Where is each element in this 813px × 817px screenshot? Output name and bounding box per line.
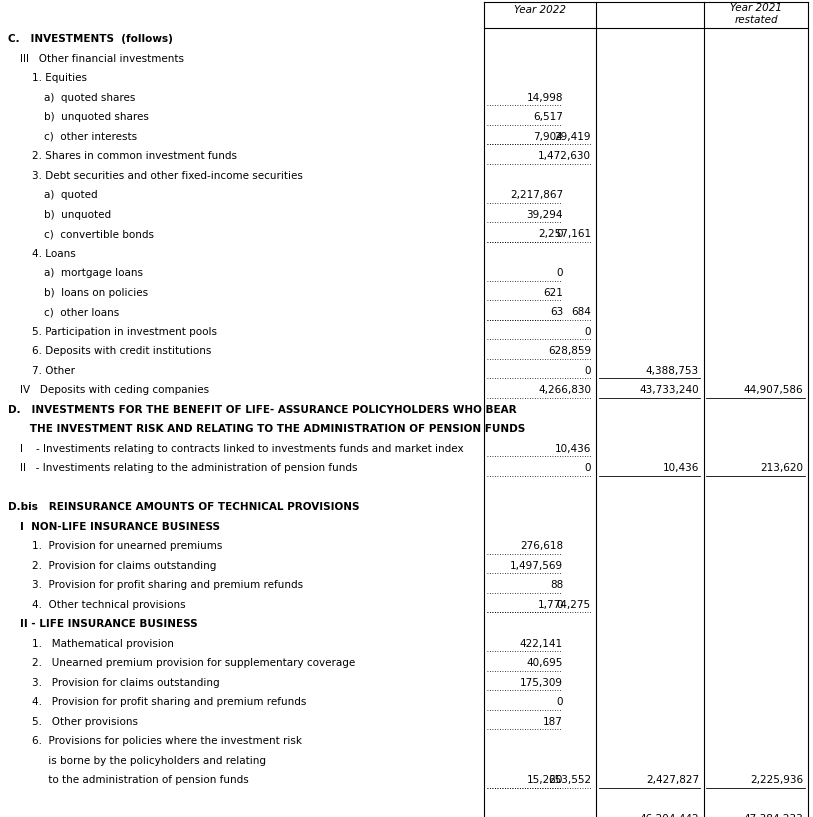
Text: 175,309: 175,309 [520,677,563,688]
Text: 1,497,569: 1,497,569 [510,560,563,570]
Text: II - LIFE INSURANCE BUSINESS: II - LIFE INSURANCE BUSINESS [20,619,198,629]
Text: 0: 0 [557,600,563,609]
Text: Year 2021
restated: Year 2021 restated [730,3,782,25]
Text: 0: 0 [585,365,591,376]
Text: D.bis   REINSURANCE AMOUNTS OF TECHNICAL PROVISIONS: D.bis REINSURANCE AMOUNTS OF TECHNICAL P… [8,502,359,512]
Text: 1.   Mathematical provision: 1. Mathematical provision [32,639,174,649]
Text: 5.   Other provisions: 5. Other provisions [32,717,138,726]
Text: c)  other loans: c) other loans [44,307,120,317]
Text: 4,266,830: 4,266,830 [538,385,591,395]
Text: 7. Other: 7. Other [32,365,75,376]
Text: I  NON-LIFE INSURANCE BUSINESS: I NON-LIFE INSURANCE BUSINESS [20,521,220,532]
Text: 46,204,442: 46,204,442 [639,814,699,817]
Text: 4. Loans: 4. Loans [32,248,76,258]
Text: 628,859: 628,859 [548,346,591,356]
Text: 1,472,630: 1,472,630 [538,151,591,161]
Text: 4.   Provision for profit sharing and premium refunds: 4. Provision for profit sharing and prem… [32,697,307,707]
Text: C.   INVESTMENTS  (follows): C. INVESTMENTS (follows) [8,34,173,44]
Text: 213,620: 213,620 [760,463,803,473]
Text: 2,257,161: 2,257,161 [538,229,591,239]
Text: 422,141: 422,141 [520,639,563,649]
Text: 6,517: 6,517 [533,112,563,122]
Text: D.   INVESTMENTS FOR THE BENEFIT OF LIFE- ASSURANCE POLICYHOLDERS WHO BEAR: D. INVESTMENTS FOR THE BENEFIT OF LIFE- … [8,404,516,414]
Text: 14,998: 14,998 [527,92,563,103]
Text: 2,225,936: 2,225,936 [750,775,803,785]
Text: 4,388,753: 4,388,753 [646,365,699,376]
Text: 40,695: 40,695 [527,658,563,668]
Text: 684: 684 [571,307,591,317]
Text: 2.   Unearned premium provision for supplementary coverage: 2. Unearned premium provision for supple… [32,658,355,668]
Text: 0: 0 [585,463,591,473]
Text: 2,217,867: 2,217,867 [510,190,563,200]
Text: b)  loans on policies: b) loans on policies [44,288,148,297]
Text: 0: 0 [585,327,591,337]
Text: 6. Deposits with credit institutions: 6. Deposits with credit institutions [32,346,211,356]
Text: a)  mortgage loans: a) mortgage loans [44,268,143,278]
Text: III   Other financial investments: III Other financial investments [20,54,184,64]
Text: Year 2022: Year 2022 [514,5,566,15]
Text: 6.  Provisions for policies where the investment risk: 6. Provisions for policies where the inv… [32,736,302,746]
Text: 3.   Provision for claims outstanding: 3. Provision for claims outstanding [32,677,220,688]
Text: 276,618: 276,618 [520,541,563,551]
Text: 10,436: 10,436 [554,444,591,453]
Text: 43,733,240: 43,733,240 [639,385,699,395]
Text: b)  unquoted shares: b) unquoted shares [44,112,149,122]
Text: 4.  Other technical provisions: 4. Other technical provisions [32,600,185,609]
Text: 15,220: 15,220 [527,775,563,785]
Text: 187: 187 [543,717,563,726]
Text: 44,907,586: 44,907,586 [743,385,803,395]
Text: 7,904: 7,904 [533,132,563,141]
Text: 0: 0 [557,229,563,239]
Text: II   - Investiments relating to the administration of pension funds: II - Investiments relating to the admini… [20,463,358,473]
Text: 88: 88 [550,580,563,590]
Text: c)  convertible bonds: c) convertible bonds [44,229,154,239]
Text: to the administration of pension funds: to the administration of pension funds [32,775,249,785]
Text: 1. Equities: 1. Equities [32,73,87,83]
Text: 63: 63 [550,307,563,317]
Text: 29,419: 29,419 [554,132,591,141]
Text: 3. Debt securities and other fixed-income securities: 3. Debt securities and other fixed-incom… [32,171,303,181]
Text: 10,436: 10,436 [663,463,699,473]
Text: 0: 0 [557,268,563,278]
Text: THE INVESTMENT RISK AND RELATING TO THE ADMINISTRATION OF PENSION FUNDS: THE INVESTMENT RISK AND RELATING TO THE … [8,424,525,434]
Text: 0: 0 [557,697,563,707]
Text: 5. Participation in investment pools: 5. Participation in investment pools [32,327,217,337]
Text: 2.  Provision for claims outstanding: 2. Provision for claims outstanding [32,560,216,570]
Text: 39,294: 39,294 [527,209,563,220]
Text: 621: 621 [543,288,563,297]
Text: I    - Investiments relating to contracts linked to investments funds and market: I - Investiments relating to contracts l… [20,444,463,453]
Text: 1,774,275: 1,774,275 [538,600,591,609]
Text: 3.  Provision for profit sharing and premium refunds: 3. Provision for profit sharing and prem… [32,580,303,590]
Text: 2,427,827: 2,427,827 [646,775,699,785]
Text: b)  unquoted: b) unquoted [44,209,111,220]
Text: 653,552: 653,552 [548,775,591,785]
Text: 2. Shares in common investment funds: 2. Shares in common investment funds [32,151,237,161]
Text: IV   Deposits with ceding companies: IV Deposits with ceding companies [20,385,209,395]
Text: is borne by the policyholders and relating: is borne by the policyholders and relati… [32,756,266,766]
Text: c)  other interests: c) other interests [44,132,137,141]
Text: a)  quoted shares: a) quoted shares [44,92,136,103]
Text: a)  quoted: a) quoted [44,190,98,200]
Text: 1.  Provision for unearned premiums: 1. Provision for unearned premiums [32,541,223,551]
Text: 47,384,233: 47,384,233 [743,814,803,817]
